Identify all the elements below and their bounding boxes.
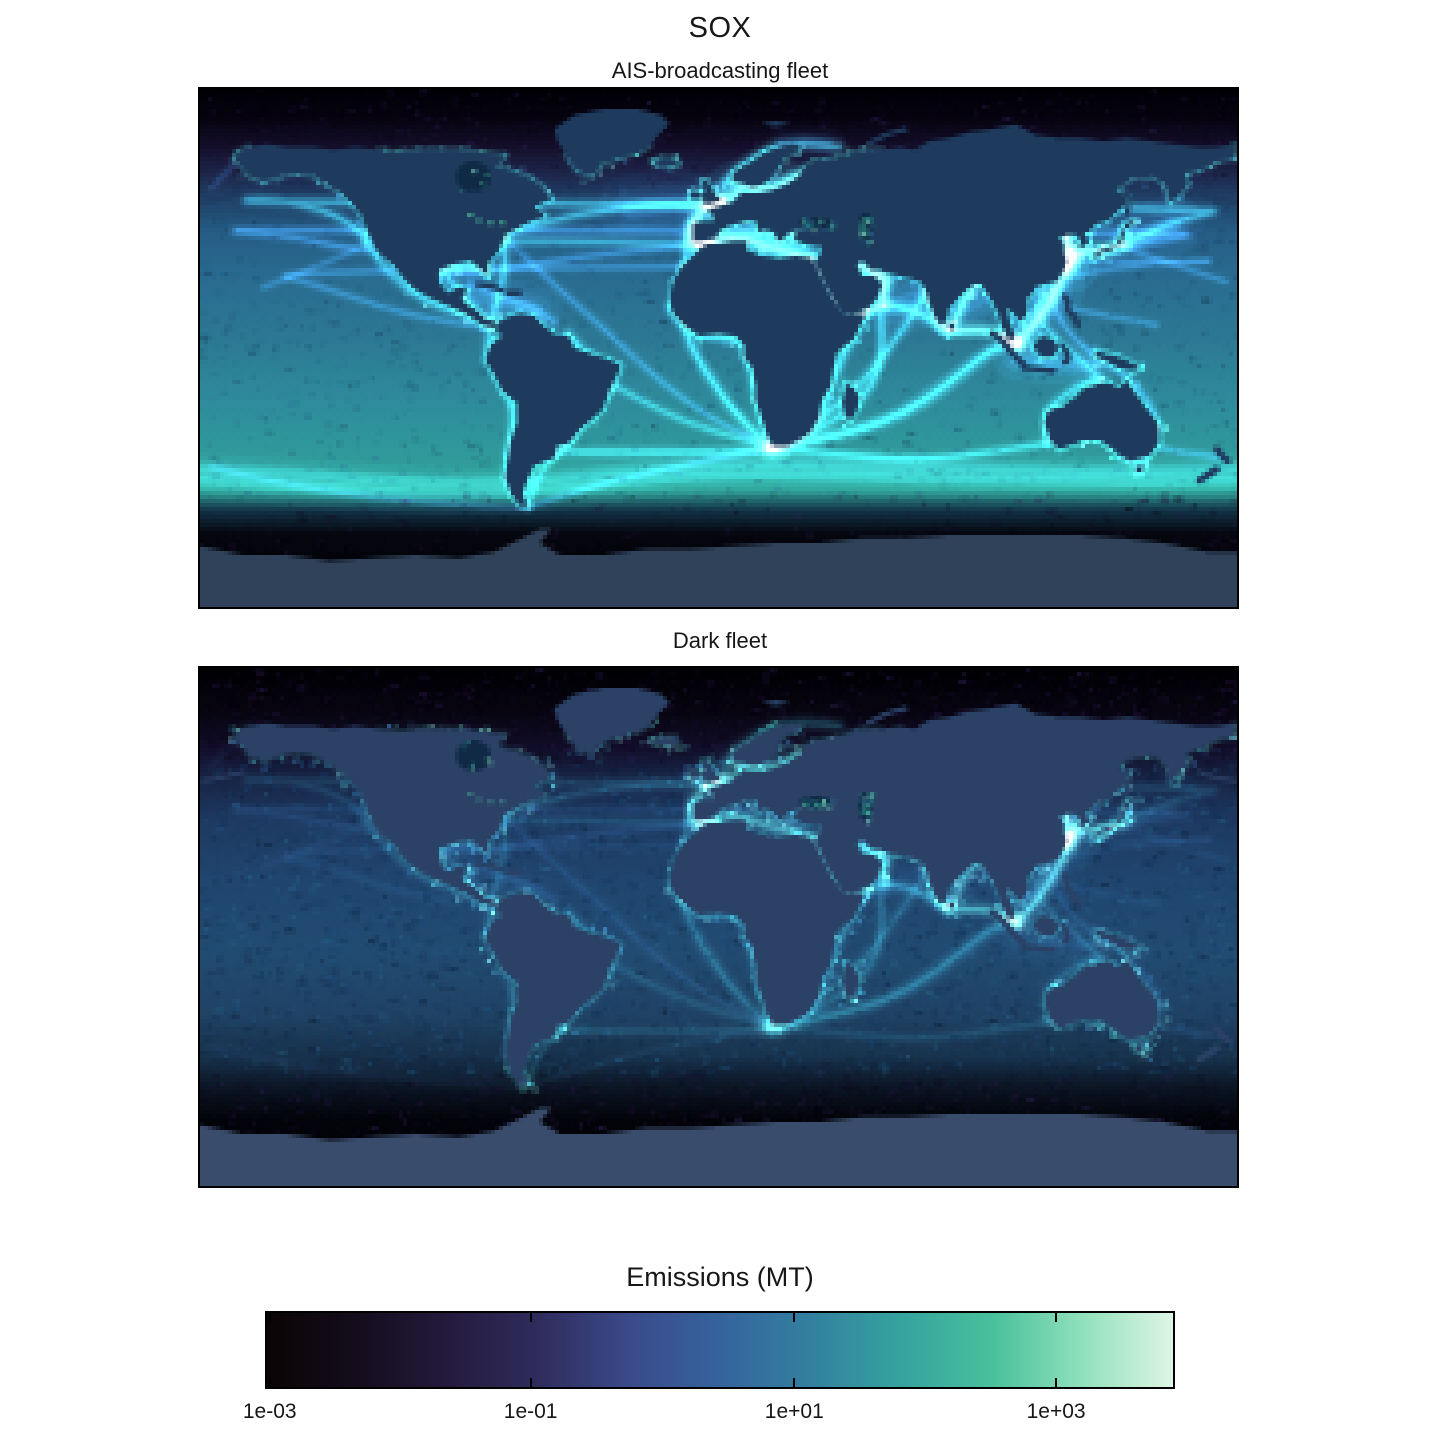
panel-title-ais: AIS-broadcasting fleet — [611, 58, 829, 83]
colorbar-tick-label: 1e-01 — [503, 1400, 558, 1423]
colorbar — [265, 1311, 1175, 1389]
colorbar-tick — [268, 1378, 271, 1387]
colorbar-tick-label: 1e+01 — [764, 1400, 824, 1423]
colorbar-tick — [1055, 1313, 1058, 1322]
colorbar-tick — [529, 1313, 532, 1322]
colorbar-tick — [1055, 1378, 1058, 1387]
colorbar-gradient — [267, 1313, 1173, 1387]
ais-fleet-map — [198, 87, 1239, 609]
colorbar-tick — [268, 1313, 271, 1322]
colorbar-tick-label: 1e-03 — [242, 1400, 297, 1423]
colorbar-tick-label: 1e+03 — [1026, 1400, 1086, 1423]
page-title: SOX — [688, 12, 752, 44]
panel-title-dark: Dark fleet — [672, 628, 768, 653]
colorbar-tick — [529, 1378, 532, 1387]
colorbar-tick — [793, 1378, 796, 1387]
dark-fleet-map — [198, 666, 1239, 1188]
colorbar-label: Emissions (MT) — [626, 1262, 814, 1292]
colorbar-tick — [793, 1313, 796, 1322]
